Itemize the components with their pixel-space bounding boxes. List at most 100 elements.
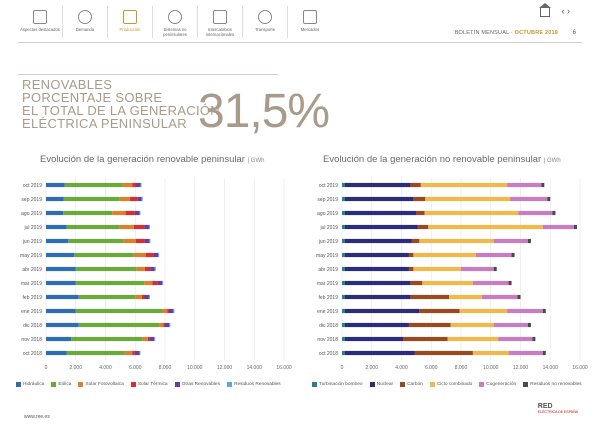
bar-segment bbox=[518, 210, 553, 216]
logo-text: RED bbox=[537, 403, 553, 410]
hero-title: RENOVABLES PORCENTAJE SOBRE EL TOTAL DE … bbox=[22, 78, 220, 130]
bar-segment bbox=[410, 294, 450, 300]
category-label: ago 2019 bbox=[21, 211, 42, 217]
legend-label: Carbón bbox=[407, 382, 423, 387]
bar-segment bbox=[342, 224, 345, 230]
hero-line-2: PORCENTAJE SOBRE bbox=[22, 90, 163, 105]
bar-segment bbox=[46, 322, 79, 328]
bulletin-month: OCTUBRE 2019 bbox=[514, 30, 558, 36]
bar-segment bbox=[517, 294, 521, 300]
bar-segment bbox=[125, 210, 135, 216]
chart-2-title: Evolución de la generación no renovable … bbox=[323, 154, 561, 165]
legend-item: Residuos Renovables bbox=[227, 382, 281, 387]
bar-segment bbox=[552, 210, 556, 216]
legend-swatch bbox=[51, 382, 57, 387]
bar-segment bbox=[136, 266, 145, 272]
bar-segment bbox=[134, 210, 140, 216]
legend-swatch bbox=[369, 382, 375, 387]
legend-swatch bbox=[78, 382, 84, 387]
bar-segment bbox=[66, 224, 120, 230]
category-label: mar 2019 bbox=[21, 281, 42, 287]
bar-segment bbox=[342, 322, 345, 328]
legend-item: Solar Térmica bbox=[130, 382, 168, 387]
category-label: sep 2019 bbox=[317, 197, 338, 203]
bar-segment bbox=[408, 266, 414, 272]
bar-segment bbox=[149, 238, 151, 244]
x-tick-label: 10.000 bbox=[187, 365, 203, 371]
bar-segment bbox=[344, 294, 411, 300]
legend-swatch bbox=[312, 382, 317, 387]
bar-segment bbox=[461, 266, 494, 272]
category-label: abr 2019 bbox=[22, 267, 42, 273]
category-label: nov 2018 bbox=[21, 337, 42, 343]
legend-label: Turbinación bombeo bbox=[319, 382, 363, 387]
bar-segment bbox=[75, 308, 163, 314]
category-label: may 2019 bbox=[316, 253, 338, 259]
x-tick-label: 12.000 bbox=[217, 365, 233, 371]
bar-segment bbox=[342, 350, 345, 356]
bar-segment bbox=[342, 252, 345, 258]
bar-segment bbox=[71, 336, 143, 342]
category-label: mar 2019 bbox=[317, 281, 338, 287]
legend-item: Carbón bbox=[400, 382, 423, 387]
nav-label: Aspectos destacados bbox=[20, 27, 60, 32]
bar-segment bbox=[527, 322, 531, 328]
bar-segment bbox=[154, 336, 156, 342]
bar-segment bbox=[46, 238, 69, 244]
nav-item-2[interactable]: Producción bbox=[108, 6, 153, 38]
bar-segment bbox=[112, 210, 126, 216]
bar-segment bbox=[46, 294, 79, 300]
category-label: feb 2019 bbox=[23, 295, 43, 301]
bar-segment bbox=[342, 238, 345, 244]
nav-item-5[interactable]: Transporte bbox=[243, 6, 288, 38]
bar-segment bbox=[422, 280, 473, 286]
legend-item: Solar Fotovoltaica bbox=[78, 382, 124, 387]
bar-segment bbox=[342, 210, 345, 216]
category-label: jul 2019 bbox=[319, 225, 338, 231]
nav-icon bbox=[78, 10, 92, 24]
bar-segment bbox=[342, 336, 345, 342]
bar-segment bbox=[46, 350, 67, 356]
bar-segment bbox=[164, 322, 170, 328]
nav-item-0[interactable]: Aspectos destacados bbox=[18, 6, 63, 38]
bar-segment bbox=[481, 294, 518, 300]
bar-segment bbox=[139, 210, 141, 216]
bar-segment bbox=[447, 336, 499, 342]
bar-segment bbox=[510, 196, 548, 202]
bar-segment bbox=[344, 322, 409, 328]
header-divider bbox=[18, 42, 582, 43]
bar-segment bbox=[63, 210, 113, 216]
legend-swatch bbox=[400, 382, 406, 387]
home-icon[interactable] bbox=[539, 3, 551, 17]
x-tick-label: 12.000 bbox=[513, 365, 529, 371]
bar-segment bbox=[547, 196, 551, 202]
bar-segment bbox=[402, 336, 448, 342]
bar-segment bbox=[344, 182, 411, 188]
page-number: 6 bbox=[572, 30, 576, 36]
bar-segment bbox=[46, 182, 65, 188]
bar-segment bbox=[75, 266, 137, 272]
nav-item-4[interactable]: Intercambios internacionales bbox=[198, 6, 243, 38]
hero-rule-top bbox=[18, 74, 278, 75]
nav-item-3[interactable]: Sistemas no peninsulares bbox=[153, 6, 198, 38]
nav-label: Demanda bbox=[75, 27, 95, 32]
bar-segment bbox=[144, 294, 149, 300]
nav-item-6[interactable]: Mercados bbox=[288, 6, 332, 38]
bar-segment bbox=[342, 196, 345, 202]
nav-label: Intercambios internacionales bbox=[205, 27, 235, 37]
bar-segment bbox=[169, 322, 171, 328]
bar-segment bbox=[344, 210, 417, 216]
bar-segment bbox=[135, 294, 142, 300]
bar-segment bbox=[144, 280, 153, 286]
category-label: sep 2019 bbox=[21, 197, 42, 203]
nav-item-1[interactable]: Demanda bbox=[63, 6, 108, 38]
bar-segment bbox=[135, 182, 141, 188]
hero-line-1: RENOVABLES bbox=[22, 77, 113, 92]
bar-segment bbox=[46, 252, 75, 258]
bar-segment bbox=[133, 252, 146, 258]
bar-segment bbox=[132, 182, 136, 188]
x-tick-label: 8.000 bbox=[455, 365, 468, 371]
bar-segment bbox=[475, 252, 512, 258]
page-arrows[interactable]: ‹ › bbox=[561, 6, 571, 16]
footer-url[interactable]: www.ree.es bbox=[24, 414, 50, 420]
